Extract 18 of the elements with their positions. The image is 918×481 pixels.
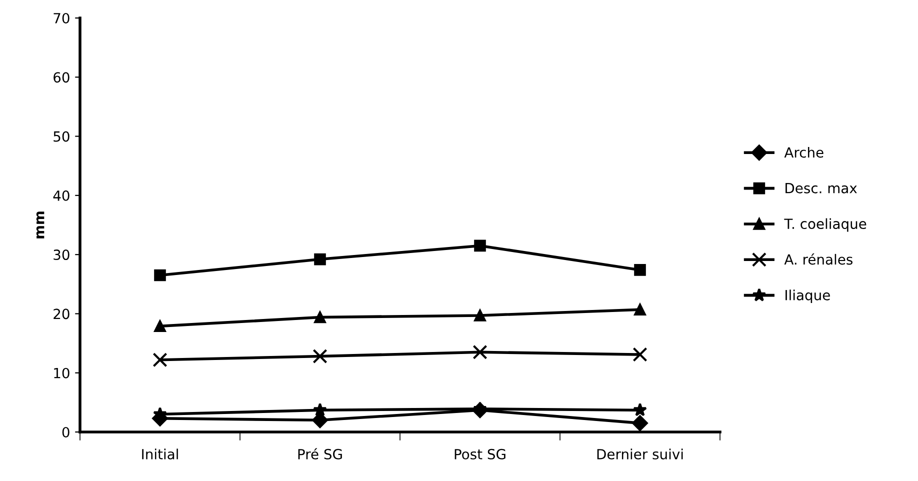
y-axis-title: mm: [36, 212, 44, 238]
legend-label: Arche: [784, 146, 824, 158]
x-tick-label: Initial: [142, 448, 178, 460]
y-tick-label: 40: [53, 190, 70, 201]
x-tick-label: Dernier suivi: [597, 448, 683, 460]
legend-label: Iliaque: [786, 290, 830, 304]
legend-label: A. rénales: [784, 253, 852, 265]
y-tick-label: 20: [54, 308, 70, 320]
y-tick-label: 10: [54, 368, 70, 378]
legend-label: Desc. max: [786, 183, 857, 194]
y-tick-label: 0: [62, 426, 70, 438]
x-tick-label: Post SG: [454, 448, 506, 460]
y-tick-label: 50: [54, 131, 70, 142]
y-tick-label: 60: [54, 72, 70, 83]
x-tick-label: Pré SG: [298, 448, 342, 460]
y-tick-label: 70: [54, 12, 70, 24]
y-tick-label: 30: [54, 250, 70, 260]
legend-label: T. coeliaque: [784, 218, 866, 232]
